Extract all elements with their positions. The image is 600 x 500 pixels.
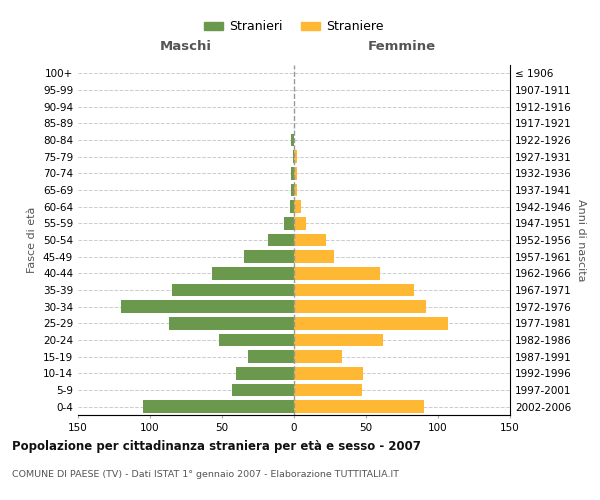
Bar: [294, 384, 362, 396]
Bar: [284, 217, 294, 230]
Bar: [244, 250, 294, 263]
Bar: [294, 167, 297, 179]
Bar: [294, 284, 413, 296]
Bar: [219, 334, 294, 346]
Bar: [293, 150, 294, 163]
Bar: [294, 267, 380, 280]
Text: Femmine: Femmine: [368, 40, 436, 54]
Bar: [294, 184, 297, 196]
Bar: [212, 267, 294, 280]
Bar: [291, 184, 294, 196]
Text: Maschi: Maschi: [160, 40, 212, 54]
Bar: [294, 350, 341, 363]
Bar: [290, 200, 294, 213]
Bar: [232, 384, 294, 396]
Bar: [268, 234, 294, 246]
Bar: [291, 134, 294, 146]
Bar: [294, 367, 363, 380]
Bar: [294, 400, 424, 413]
Bar: [143, 400, 294, 413]
Y-axis label: Anni di nascita: Anni di nascita: [575, 198, 586, 281]
Bar: [236, 367, 294, 380]
Text: COMUNE DI PAESE (TV) - Dati ISTAT 1° gennaio 2007 - Elaborazione TUTTITALIA.IT: COMUNE DI PAESE (TV) - Dati ISTAT 1° gen…: [12, 470, 399, 479]
Bar: [121, 300, 294, 313]
Bar: [169, 317, 294, 330]
Bar: [294, 200, 301, 213]
Bar: [294, 334, 383, 346]
Text: Popolazione per cittadinanza straniera per età e sesso - 2007: Popolazione per cittadinanza straniera p…: [12, 440, 421, 453]
Bar: [291, 167, 294, 179]
Bar: [294, 250, 334, 263]
Bar: [294, 150, 297, 163]
Bar: [294, 317, 448, 330]
Bar: [294, 234, 326, 246]
Bar: [294, 217, 305, 230]
Bar: [172, 284, 294, 296]
Legend: Stranieri, Straniere: Stranieri, Straniere: [199, 15, 389, 38]
Y-axis label: Fasce di età: Fasce di età: [28, 207, 37, 273]
Bar: [294, 300, 427, 313]
Bar: [248, 350, 294, 363]
